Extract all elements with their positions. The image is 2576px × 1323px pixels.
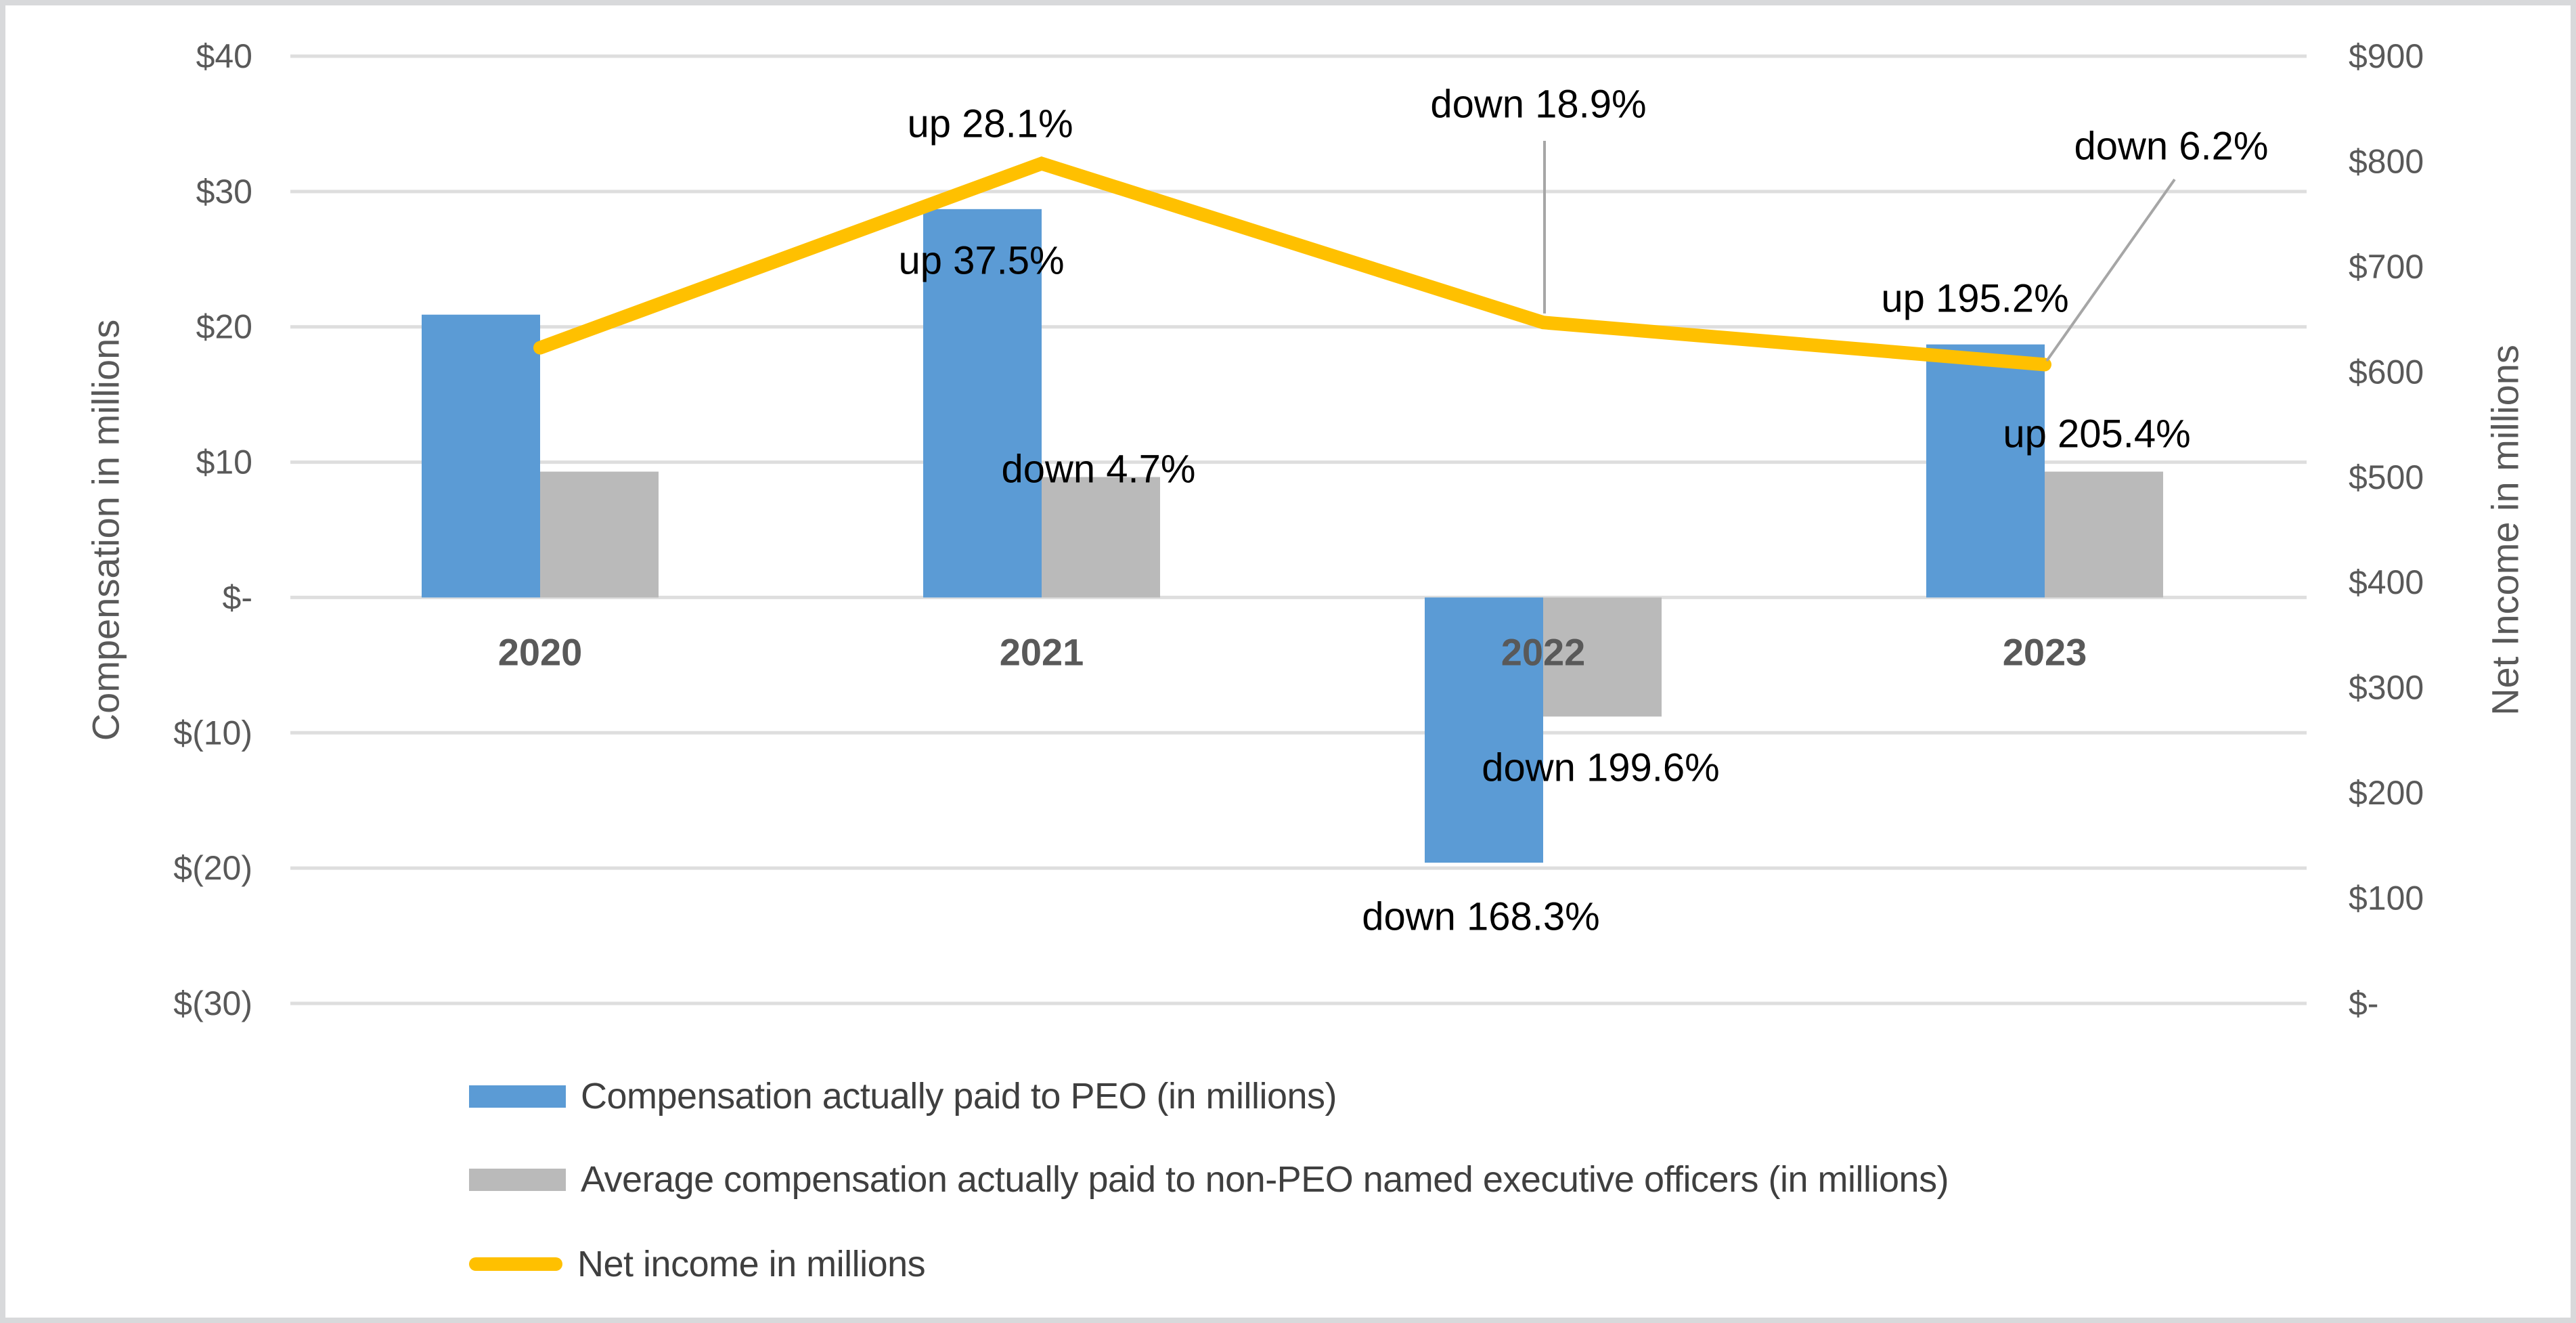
right-axis-tick-label: $700 bbox=[2349, 248, 2424, 286]
annotation-label: up 37.5% bbox=[898, 239, 1064, 283]
plot-area: $40 $30 $20 $10 $- $(10) $(20) $(30) $900 $800 $70… bbox=[173, 37, 2424, 1022]
annotation-label: up 195.2% bbox=[1881, 277, 2068, 321]
left-axis-tick-label: $20 bbox=[196, 308, 252, 346]
left-axis-tick-label: $- bbox=[223, 578, 252, 616]
annotation-label: down 18.9% bbox=[1430, 83, 1646, 127]
legend-item-net-income: Net income in millions bbox=[469, 1242, 926, 1286]
annotation-label: down 4.7% bbox=[1002, 448, 1196, 492]
legend-item-peo-compensation: Compensation actually paid to PEO (in mi… bbox=[469, 1074, 1337, 1119]
year-label: 2020 bbox=[498, 631, 583, 674]
bar-peo-2023 bbox=[1926, 344, 2045, 598]
left-axis-tick-label: $(30) bbox=[173, 984, 252, 1022]
year-label: 2023 bbox=[2003, 631, 2087, 674]
bar-peo-2022 bbox=[1425, 597, 1543, 863]
right-axis-tick-label: $500 bbox=[2349, 458, 2424, 496]
legend-label-non-peo-compensation: Average compensation actually paid to no… bbox=[581, 1159, 1949, 1200]
right-axis-tick-label: $600 bbox=[2349, 353, 2424, 391]
year-label: 2022 bbox=[1501, 631, 1586, 674]
legend-swatch-non-peo-compensation bbox=[469, 1168, 566, 1191]
annotation-label: up 28.1% bbox=[907, 102, 1073, 146]
annotation-label: down 199.6% bbox=[1482, 746, 1719, 790]
left-axis-tick-label: $40 bbox=[196, 37, 252, 75]
right-axis-tick-label: $100 bbox=[2349, 880, 2424, 917]
annotation-leader-line bbox=[2045, 178, 2176, 362]
right-axis-tick-label: $200 bbox=[2349, 774, 2424, 812]
net-income-line bbox=[533, 156, 2051, 372]
right-axis-tick-label: $800 bbox=[2349, 142, 2424, 180]
left-axis-tick-label: $30 bbox=[196, 173, 252, 211]
left-axis-tick-label: $(20) bbox=[173, 849, 252, 887]
right-axis-tick-label: $400 bbox=[2349, 563, 2424, 601]
bar-non-peo-2021 bbox=[1042, 477, 1160, 598]
left-axis-tick-label: $10 bbox=[196, 443, 252, 481]
legend-label-net-income: Net income in millions bbox=[577, 1244, 926, 1284]
right-axis-title: Net Income in millions bbox=[2483, 345, 2527, 716]
annotation-label: down 6.2% bbox=[2074, 125, 2269, 169]
left-axis-title: Compensation in millions bbox=[84, 319, 127, 741]
bar-non-peo-2023 bbox=[2045, 471, 2163, 598]
bar-peo-2020 bbox=[422, 314, 540, 598]
legend-item-non-peo-compensation: Average compensation actually paid to no… bbox=[469, 1157, 1949, 1202]
legend-label-peo-compensation: Compensation actually paid to PEO (in mi… bbox=[581, 1076, 1337, 1116]
bar-non-peo-2020 bbox=[540, 471, 659, 598]
year-label: 2021 bbox=[1000, 631, 1084, 674]
bar-non-peo-2022 bbox=[1543, 597, 1662, 717]
annotation-label: up 205.4% bbox=[2003, 412, 2190, 456]
annotation-label: down 168.3% bbox=[1362, 895, 1599, 939]
right-axis-tick-label: $900 bbox=[2349, 37, 2424, 75]
right-axis-tick-label: $300 bbox=[2349, 669, 2424, 707]
right-axis-tick-label: $- bbox=[2349, 984, 2378, 1022]
left-axis-tick-label: $(10) bbox=[173, 714, 252, 752]
legend-swatch-peo-compensation bbox=[469, 1085, 566, 1108]
legend-swatch-net-income bbox=[469, 1257, 562, 1271]
bar-peo-2021 bbox=[923, 209, 1042, 598]
